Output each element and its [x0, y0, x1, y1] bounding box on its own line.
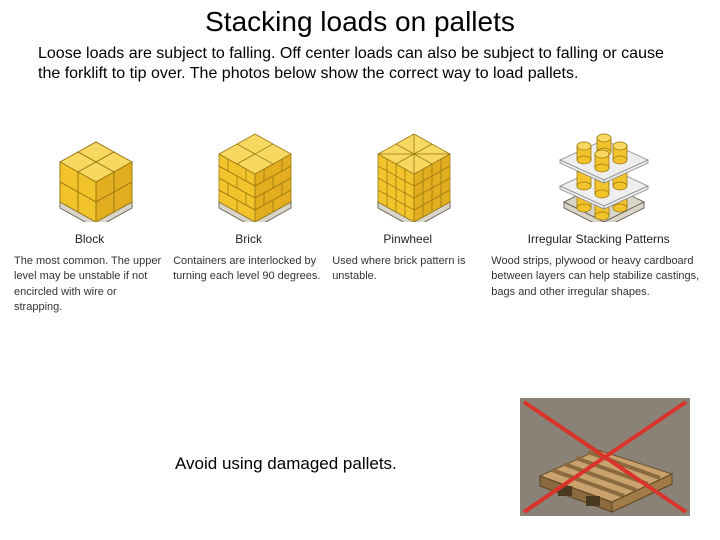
damaged-pallet-icon: [520, 398, 690, 516]
pattern-brick: Brick Containers are interlocked by turn…: [169, 102, 328, 285]
pattern-irregular: Irregular Stacking Patterns Wood strips,…: [487, 102, 710, 300]
pinwheel-icon: [343, 102, 473, 222]
pattern-brick-figure: [184, 102, 314, 222]
pattern-row: Block The most common. The upper level m…: [0, 84, 720, 316]
pattern-block-desc: The most common. The upper level may be …: [10, 254, 169, 316]
irregular-icon: [524, 102, 674, 222]
pattern-block-figure: [25, 102, 155, 222]
page-title: Stacking loads on pallets: [0, 0, 720, 38]
avoid-photo: [520, 398, 690, 521]
pattern-pinwheel-desc: Used where brick pattern is unstable.: [328, 254, 487, 285]
block-icon: [25, 102, 155, 222]
pattern-brick-desc: Containers are interlocked by turning ea…: [169, 254, 328, 285]
pattern-pinwheel: Pinwheel Used where brick pattern is uns…: [328, 102, 487, 285]
avoid-section: Avoid using damaged pallets.: [0, 398, 720, 518]
avoid-caption: Avoid using damaged pallets.: [175, 454, 397, 474]
pattern-irregular-figure: [524, 102, 674, 222]
brick-icon: [184, 102, 314, 222]
pattern-irregular-title: Irregular Stacking Patterns: [528, 232, 670, 246]
pattern-brick-title: Brick: [235, 232, 262, 246]
pattern-block: Block The most common. The upper level m…: [10, 102, 169, 316]
pattern-pinwheel-title: Pinwheel: [383, 232, 432, 246]
pattern-irregular-desc: Wood strips, plywood or heavy cardboard …: [487, 254, 710, 300]
intro-paragraph: Loose loads are subject to falling. Off …: [0, 38, 720, 84]
pattern-block-title: Block: [75, 232, 104, 246]
pattern-pinwheel-figure: [343, 102, 473, 222]
